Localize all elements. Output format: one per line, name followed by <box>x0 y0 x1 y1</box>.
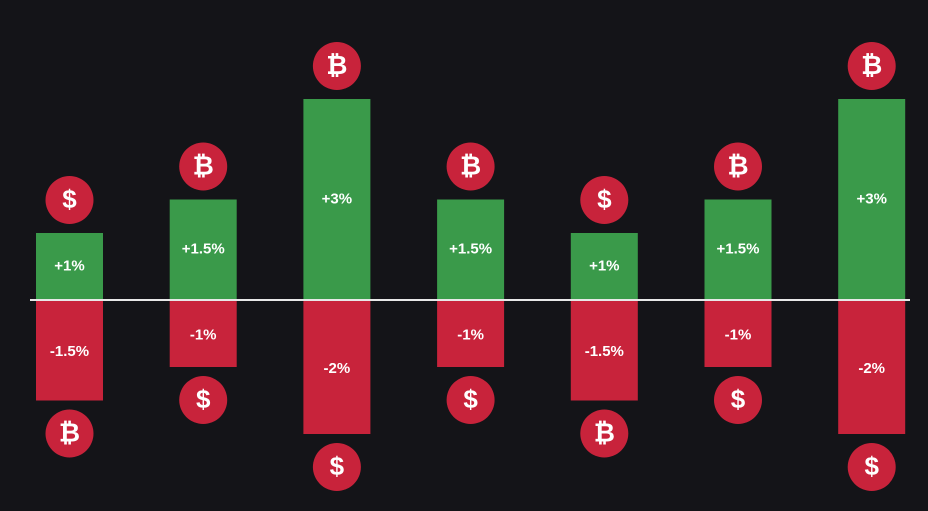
gain-label-1: +1% <box>54 257 84 274</box>
coin-circle <box>312 42 361 90</box>
bitcoin-icon: ₿ <box>179 142 228 191</box>
coin-circle <box>714 142 762 191</box>
gain-bar-6 <box>704 199 772 300</box>
coin-circle <box>45 176 94 224</box>
gain-bar-7 <box>838 99 906 300</box>
dollar-glyph: $ <box>731 384 746 414</box>
coin-circle <box>847 443 896 491</box>
dollar-icon: $ <box>714 376 762 424</box>
bitcoin-icon: ₿ <box>847 42 896 90</box>
bitcoin-glyph: ₿ <box>193 150 214 180</box>
dollar-icon: $ <box>580 176 629 224</box>
loss-label-2: -1% <box>190 326 217 343</box>
bitcoin-icon: ₿ <box>446 142 495 191</box>
gain-label-4: +1.5% <box>449 241 492 258</box>
coin-circle <box>312 443 361 491</box>
dollar-icon: $ <box>847 443 896 491</box>
coin-circle <box>714 376 762 424</box>
dollar-icon: $ <box>45 176 94 224</box>
dollar-glyph: $ <box>463 384 478 414</box>
gain-label-6: +1.5% <box>717 241 760 258</box>
coin-circle <box>179 376 228 424</box>
dollar-icon: $ <box>179 376 228 424</box>
loss-bar-1 <box>36 301 103 401</box>
coin-circle <box>446 376 495 424</box>
bitcoin-icon: ₿ <box>714 142 762 191</box>
loss-bar-5 <box>570 301 638 401</box>
bitcoin-icon: ₿ <box>312 42 361 90</box>
gain-label-3: +3% <box>322 190 352 207</box>
bitcoin-icon: ₿ <box>580 409 629 458</box>
coin-circle <box>45 409 94 458</box>
bitcoin-glyph: ₿ <box>727 150 748 180</box>
gain-bar-3 <box>303 99 371 300</box>
gain-bar-2 <box>169 199 237 300</box>
dollar-icon: $ <box>312 443 361 491</box>
bitcoin-glyph: ₿ <box>326 50 347 80</box>
labels-group: +1% -1.5% +1.5% -1% +3% -2% +1.5% -1% +1% -1.5% +1… <box>50 190 887 377</box>
loss-label-1: -1.5% <box>50 343 89 360</box>
loss-label-3: -2% <box>324 360 351 377</box>
gain-label-5: +1% <box>589 257 619 274</box>
coin-circle <box>580 409 629 458</box>
bitcoin-glyph: ₿ <box>59 417 80 447</box>
dollar-icon: $ <box>446 376 495 424</box>
gain-bar-1 <box>36 233 103 300</box>
gain-label-2: +1.5% <box>182 241 225 258</box>
coin-circle <box>179 142 228 191</box>
loss-label-6: -1% <box>725 326 752 343</box>
coin-circle <box>580 176 629 224</box>
icons-group: $ ₿ ₿ $ ₿ $ ₿ $ $ ₿ ₿ $ ₿ $ <box>45 42 896 491</box>
loss-bar-2 <box>169 301 237 367</box>
loss-bar-3 <box>303 301 371 434</box>
dollar-glyph: $ <box>597 184 612 214</box>
loss-bar-7 <box>838 301 906 434</box>
bitcoin-glyph: ₿ <box>460 150 481 180</box>
loss-label-4: -1% <box>457 326 484 343</box>
gain-label-7: +3% <box>856 190 886 207</box>
loss-label-5: -1.5% <box>585 343 624 360</box>
loss-bar-4 <box>437 301 505 367</box>
coin-circle <box>446 142 495 191</box>
coin-circle <box>847 42 896 90</box>
dollar-glyph: $ <box>62 184 77 214</box>
dollar-glyph: $ <box>864 451 879 481</box>
dollar-glyph: $ <box>196 384 211 414</box>
bitcoin-glyph: ₿ <box>861 50 882 80</box>
loss-bar-6 <box>704 301 772 367</box>
bars-group <box>36 99 906 434</box>
dollar-glyph: $ <box>330 451 345 481</box>
gain-bar-5 <box>570 233 638 300</box>
bitcoin-glyph: ₿ <box>594 417 615 447</box>
loss-label-7: -2% <box>858 360 885 377</box>
gain-bar-4 <box>437 199 505 300</box>
bitcoin-icon: ₿ <box>45 409 94 458</box>
